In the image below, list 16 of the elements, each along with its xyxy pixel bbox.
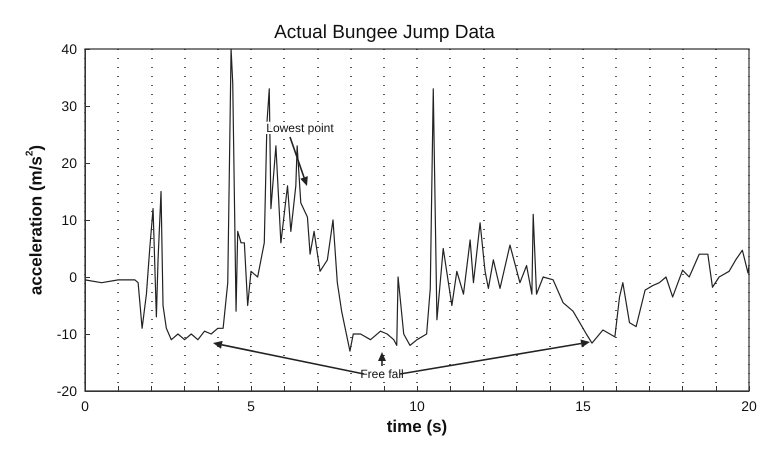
y-tick-label: 20: [61, 155, 78, 171]
x-tick-label: 0: [81, 398, 90, 414]
annotation: Free fall: [360, 367, 404, 381]
x-tick-label: 15: [575, 398, 591, 414]
y-tick-label: -10: [56, 326, 78, 342]
y-tick-label: 10: [61, 212, 78, 228]
y-axis-title: acceleration (m/s2): [24, 144, 46, 296]
x-axis-title: time (s): [386, 416, 448, 436]
y-tick-label: 30: [61, 98, 78, 114]
y-tick-label: 0: [69, 269, 78, 285]
y-tick-label: -20: [56, 383, 78, 399]
x-tick-label: 20: [741, 398, 757, 414]
chart-title: Actual Bungee Jump Data: [274, 22, 496, 43]
x-tick-label: 10: [409, 398, 425, 414]
x-tick-label: 5: [247, 398, 256, 414]
y-tick-label: 40: [61, 41, 78, 57]
